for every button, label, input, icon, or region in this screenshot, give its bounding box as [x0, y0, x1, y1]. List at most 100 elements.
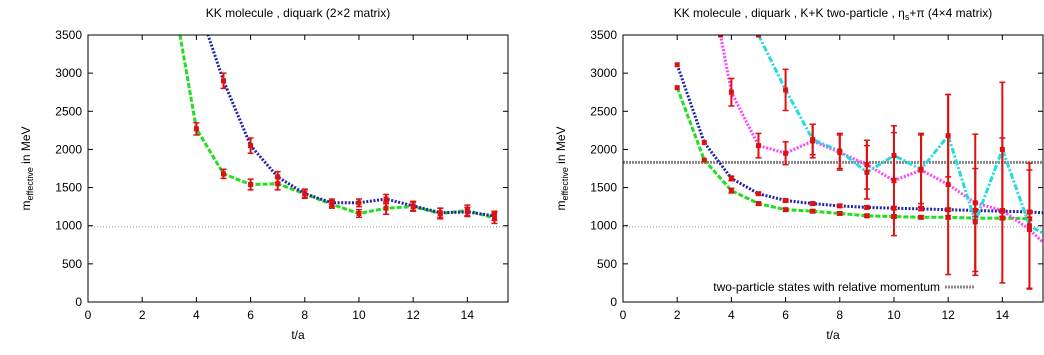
data-point: [837, 148, 843, 154]
data-point: [918, 166, 924, 172]
series-line: [757, 35, 1043, 235]
data-point: [755, 191, 761, 197]
data-point: [220, 171, 226, 177]
y-tick-label: 500: [62, 257, 82, 271]
y-tick-label: 1500: [55, 181, 82, 195]
data-point: [999, 146, 1005, 152]
data-point: [783, 198, 789, 204]
y-tick-label: 2500: [590, 104, 617, 118]
data-point: [837, 203, 843, 209]
y-tick-label: 3000: [55, 66, 82, 80]
x-tick-label: 0: [85, 308, 92, 322]
x-tick-label: 10: [352, 308, 366, 322]
data-point: [302, 191, 308, 197]
x-tick-label: 8: [836, 308, 843, 322]
x-tick-label: 12: [406, 308, 420, 322]
x-tick-label: 6: [782, 308, 789, 322]
chart-panel-2: KK molecule , diquark , K+K two-particle…: [554, 6, 1044, 342]
data-point: [674, 85, 680, 91]
data-point: [783, 87, 789, 93]
y-tick-label: 1000: [55, 219, 82, 233]
data-point: [275, 174, 281, 180]
data-point: [891, 153, 897, 159]
series-1: [178, 35, 498, 225]
data-point: [972, 219, 978, 225]
y-tick-label: 2000: [590, 142, 617, 156]
series-line: [719, 35, 1043, 244]
y-tick-label: 2500: [55, 104, 82, 118]
x-tick-label: 14: [461, 308, 475, 322]
y-tick-label: 500: [597, 257, 617, 271]
chart-title: KK molecule , diquark (2×2 matrix): [206, 6, 390, 20]
data-point: [437, 210, 443, 216]
series-line: [206, 35, 495, 218]
data-point: [755, 143, 761, 149]
x-tick-label: 4: [728, 308, 735, 322]
series-3: [718, 35, 1043, 290]
data-point: [275, 181, 281, 187]
data-point: [783, 150, 789, 156]
data-point: [491, 213, 497, 219]
data-point: [220, 78, 226, 84]
data-point: [728, 89, 734, 95]
data-point: [755, 201, 761, 207]
data-point: [674, 62, 680, 68]
data-point: [864, 213, 870, 219]
data-point: [728, 188, 734, 194]
data-point: [918, 206, 924, 212]
data-point: [383, 196, 389, 202]
x-tick-label: 12: [941, 308, 955, 322]
data-point: [356, 200, 362, 206]
y-axis-label: meffective in MeV: [19, 126, 35, 210]
data-point: [728, 175, 734, 181]
x-tick-label: 0: [620, 308, 627, 322]
data-point: [837, 211, 843, 217]
chart-title: KK molecule , diquark , K+K two-particle…: [674, 6, 993, 22]
x-tick-label: 10: [887, 308, 901, 322]
data-point: [1026, 223, 1032, 229]
data-point: [383, 205, 389, 211]
data-point: [701, 140, 707, 146]
data-point: [945, 133, 951, 139]
data-point: [248, 143, 254, 149]
x-tick-label: 6: [247, 308, 254, 322]
data-point: [864, 169, 870, 175]
y-tick-label: 0: [610, 295, 617, 309]
series-4: [755, 35, 1043, 290]
x-tick-label: 4: [193, 308, 200, 322]
x-tick-label: 14: [996, 308, 1010, 322]
data-point: [248, 182, 254, 188]
y-tick-label: 3000: [590, 66, 617, 80]
x-tick-label: 2: [139, 308, 146, 322]
y-tick-label: 0: [75, 295, 82, 309]
x-tick-label: 8: [301, 308, 308, 322]
legend-label: two-particle states with relative moment…: [713, 280, 940, 294]
series-2: [206, 35, 498, 222]
plot-frame: [87, 34, 509, 303]
x-axis-label: t/a: [826, 328, 840, 342]
series-line: [178, 35, 495, 220]
x-tick-label: 2: [674, 308, 681, 322]
data-point: [356, 211, 362, 217]
reference-lines: [623, 160, 1043, 228]
y-tick-label: 3500: [590, 28, 617, 42]
y-tick-label: 1000: [590, 219, 617, 233]
data-point: [945, 182, 951, 188]
plot-frame: [622, 34, 1044, 303]
data-point: [718, 35, 724, 38]
data-point: [701, 157, 707, 163]
y-tick-label: 2000: [55, 142, 82, 156]
y-tick-label: 1500: [590, 181, 617, 195]
data-point: [410, 203, 416, 209]
series-line: [675, 87, 1030, 221]
y-axis-label: meffective in MeV: [554, 126, 570, 210]
data-point: [918, 214, 924, 220]
data-point: [193, 126, 199, 132]
data-point: [464, 209, 470, 215]
y-tick-label: 3500: [55, 28, 82, 42]
series-1: [674, 85, 1033, 222]
data-point: [810, 201, 816, 207]
chart-panel-1: KK molecule , diquark (2×2 matrix) 0 500 10…: [19, 6, 509, 342]
